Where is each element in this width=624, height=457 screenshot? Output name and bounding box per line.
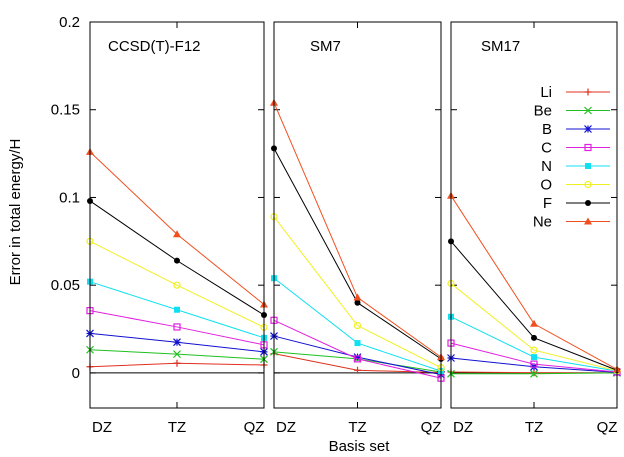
panels-layer: DZ TZ QZ CCSD(T)-F12 DZ TZ QZ SM7 DZ TZ QZ SM17 [86,21,621,436]
series-line [273,148,442,360]
data-point [354,299,361,306]
data-point [173,350,181,359]
legend-entry-f: F [543,195,610,212]
legend-entry-b: B [542,121,610,138]
series-line [273,102,442,358]
data-point [530,369,538,378]
x-tick-label: TZ [525,419,543,436]
series-be [447,368,621,378]
y-axis: 0 0.05 0.1 0.15 0.2 [51,14,80,382]
data-point [531,334,537,341]
legend-marker [584,143,592,152]
panel-frame [89,21,265,409]
legend-label: O [540,177,552,194]
y-tick-label: 0.15 [51,102,80,119]
y-axis-title: Error in total energy/H [7,139,24,286]
panel-1: DZ TZ QZ CCSD(T)-F12 [86,21,268,436]
legend-marker [585,163,591,169]
legend-marker [585,200,591,206]
legend-label: C [541,140,552,157]
legend-entry-li: Li [540,84,610,101]
data-point [174,306,180,313]
legend-marker [584,125,592,133]
legend-marker [584,217,592,225]
panel-title: SM17 [481,38,520,55]
x-tick-label: TZ [168,419,186,436]
legend-entry-ne: Ne [533,214,610,231]
legend-marker [584,106,592,115]
series-o [86,237,268,331]
panel-2: DZ TZ QZ SM7 [270,21,445,436]
legend-label: Li [540,84,552,101]
x-tick-label: DZ [276,419,296,436]
legend-entry-o: O [540,177,610,194]
data-point [354,366,361,374]
panel-title: SM7 [310,38,341,55]
legend-label: F [543,195,552,212]
panel-frame [450,21,618,409]
data-point [354,340,361,347]
series-f [87,197,267,319]
series-o [270,213,445,372]
data-point [353,321,362,330]
legend-label: Ne [533,214,552,231]
data-point [353,353,362,362]
data-point [173,230,181,238]
legend-entry-c: C [541,140,610,157]
legend-label: B [542,121,552,138]
data-point [353,293,362,301]
x-tick-label: QZ [421,419,442,436]
data-point [530,346,538,354]
legend-marker [584,88,592,96]
panel-frame [273,21,442,409]
y-tick-label: 0.1 [59,189,80,206]
series-li [86,359,268,371]
y-tick-label: 0 [72,365,80,382]
data-point [530,360,538,368]
data-point [531,354,537,361]
data-point [174,257,180,264]
data-point [353,355,362,363]
panel-3: DZ TZ QZ SM17 [447,21,621,436]
series-ne [270,98,445,361]
series-line [450,342,618,373]
legend-marker [584,180,592,189]
series-line [89,240,265,328]
x-axis-title: Basis set [329,438,391,455]
data-point [530,319,538,327]
y-tick-label: 0.05 [51,277,80,294]
x-tick-label: DZ [453,419,473,436]
x-tick-label: QZ [597,419,618,436]
legend-label: N [541,158,552,175]
series-line [89,310,265,346]
legend-entry-n: N [541,158,610,175]
x-tick-label: TZ [348,419,366,436]
panel-title: CCSD(T)-F12 [108,38,201,55]
series-line [273,319,442,379]
data-point [173,281,181,289]
series-line [450,240,618,371]
series-line [450,283,618,372]
data-point [530,369,538,377]
legend-label: Be [534,103,552,120]
data-point [173,323,181,331]
series-ne [86,147,268,308]
series-line [273,216,442,369]
y-tick-label: 0.2 [59,14,80,31]
x-tick-label: QZ [244,419,265,436]
series-b [86,329,268,356]
legend-entry-be: Be [534,103,610,120]
x-tick-label: DZ [92,419,112,436]
data-point [173,338,181,347]
series-f [271,145,444,362]
data-point [173,359,181,367]
